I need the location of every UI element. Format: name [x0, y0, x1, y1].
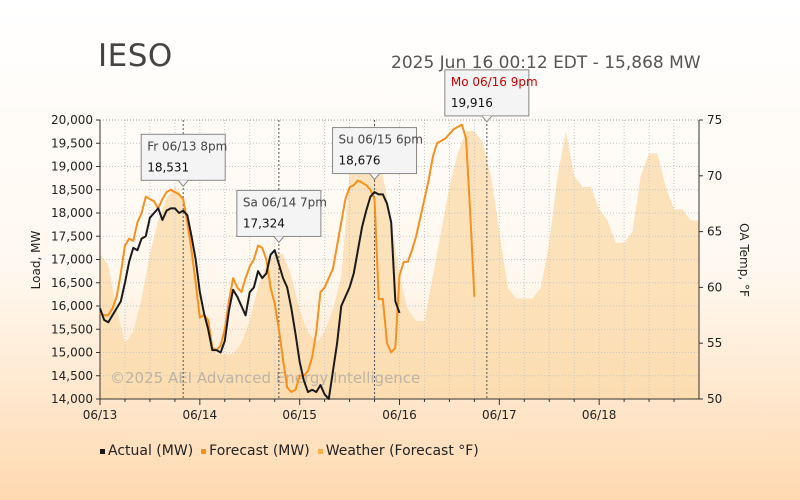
peak-callout-pointer [273, 236, 285, 244]
y2-tick-label: 65 [707, 225, 722, 239]
x-tick-label: 06/17 [482, 408, 517, 422]
chart-legend: Actual (MW) Forecast (MW) Weather (Forec… [100, 443, 479, 459]
legend-label-actual: Actual (MW) [108, 443, 194, 459]
peak-callout-pointer [177, 179, 189, 188]
page-title: IESO [98, 38, 173, 74]
peak-callout-pointer [369, 173, 380, 181]
peak-callout-date: Su 06/15 6pm [339, 133, 423, 147]
peak-callout: Mo 06/16 9pm 19,916 [444, 69, 538, 123]
legend-item-forecast[interactable]: Forecast (MW) [201, 443, 310, 459]
weather-area [100, 131, 699, 399]
legend-swatch-forecast [201, 448, 207, 454]
peak-callout: Fr 06/13 8pm 18,531 [140, 133, 227, 188]
peak-callout-value: 19,916 [451, 96, 493, 110]
y-tick-label: 18,000 [51, 206, 93, 220]
y-tick-label: 20,000 [51, 113, 93, 127]
y-tick-label: 16,500 [51, 276, 93, 290]
y2-tick-label: 55 [707, 336, 722, 350]
legend-swatch-actual [100, 448, 105, 454]
peak-callout-date: Mo 06/16 9pm [451, 75, 538, 89]
y-tick-label: 18,500 [51, 183, 93, 197]
watermark: ©2025 AEI Advanced Energy Intelligence [110, 369, 420, 387]
y-tick-label: 15,500 [51, 322, 93, 336]
y2-tick-label: 75 [707, 113, 722, 127]
x-tick-label: 06/13 [83, 408, 118, 422]
peak-callout-box [140, 133, 226, 181]
legend-item-actual[interactable]: Actual (MW) [100, 443, 193, 459]
peak-callout-value: 17,324 [243, 216, 285, 230]
forecast-line [99, 123, 476, 394]
legend-swatch-weather [317, 448, 323, 454]
actual-line [99, 191, 401, 400]
y2-tick-label: 70 [707, 169, 722, 183]
peak-callout: Sa 06/14 7pm 17,324 [236, 189, 327, 244]
peak-callout: Su 06/15 6pm 18,676 [332, 127, 423, 181]
y-tick-label: 16,000 [51, 299, 93, 313]
y-tick-label: 17,500 [51, 229, 93, 243]
peak-callout-value: 18,676 [339, 154, 381, 168]
y-tick-label: 15,000 [51, 346, 93, 360]
legend-label-weather: Weather (Forecast °F) [325, 443, 479, 459]
y-tick-label: 17,000 [51, 253, 93, 267]
y2-axis-title: OA Temp, °F [737, 223, 751, 297]
timestamp-load-readout: 2025 Jun 16 00:12 EDT - 15,868 MW [391, 53, 701, 73]
y2-tick-label: 50 [707, 392, 722, 406]
peak-callout-box [236, 189, 322, 237]
y-tick-label: 14,500 [51, 369, 93, 383]
x-tick-label: 06/14 [183, 408, 218, 422]
peak-callout-value: 18,531 [147, 160, 189, 174]
y-tick-label: 19,000 [51, 160, 93, 174]
x-tick-label: 06/15 [282, 408, 317, 422]
peak-callout-date: Sa 06/14 7pm [243, 195, 327, 209]
y-axis-title: Load, MW [29, 231, 43, 290]
x-tick-label: 06/18 [582, 408, 617, 422]
y2-tick-label: 60 [707, 280, 722, 294]
y-tick-label: 14,000 [51, 392, 93, 406]
peak-callout-date: Fr 06/13 8pm [147, 139, 227, 153]
y-tick-label: 19,500 [51, 136, 93, 150]
peak-callout-box [332, 127, 418, 175]
x-tick-label: 06/16 [382, 408, 417, 422]
peak-callout-box [444, 69, 530, 117]
peak-callout-pointer [481, 115, 493, 123]
legend-label-forecast: Forecast (MW) [209, 443, 310, 459]
legend-item-weather[interactable]: Weather (Forecast °F) [317, 443, 479, 459]
